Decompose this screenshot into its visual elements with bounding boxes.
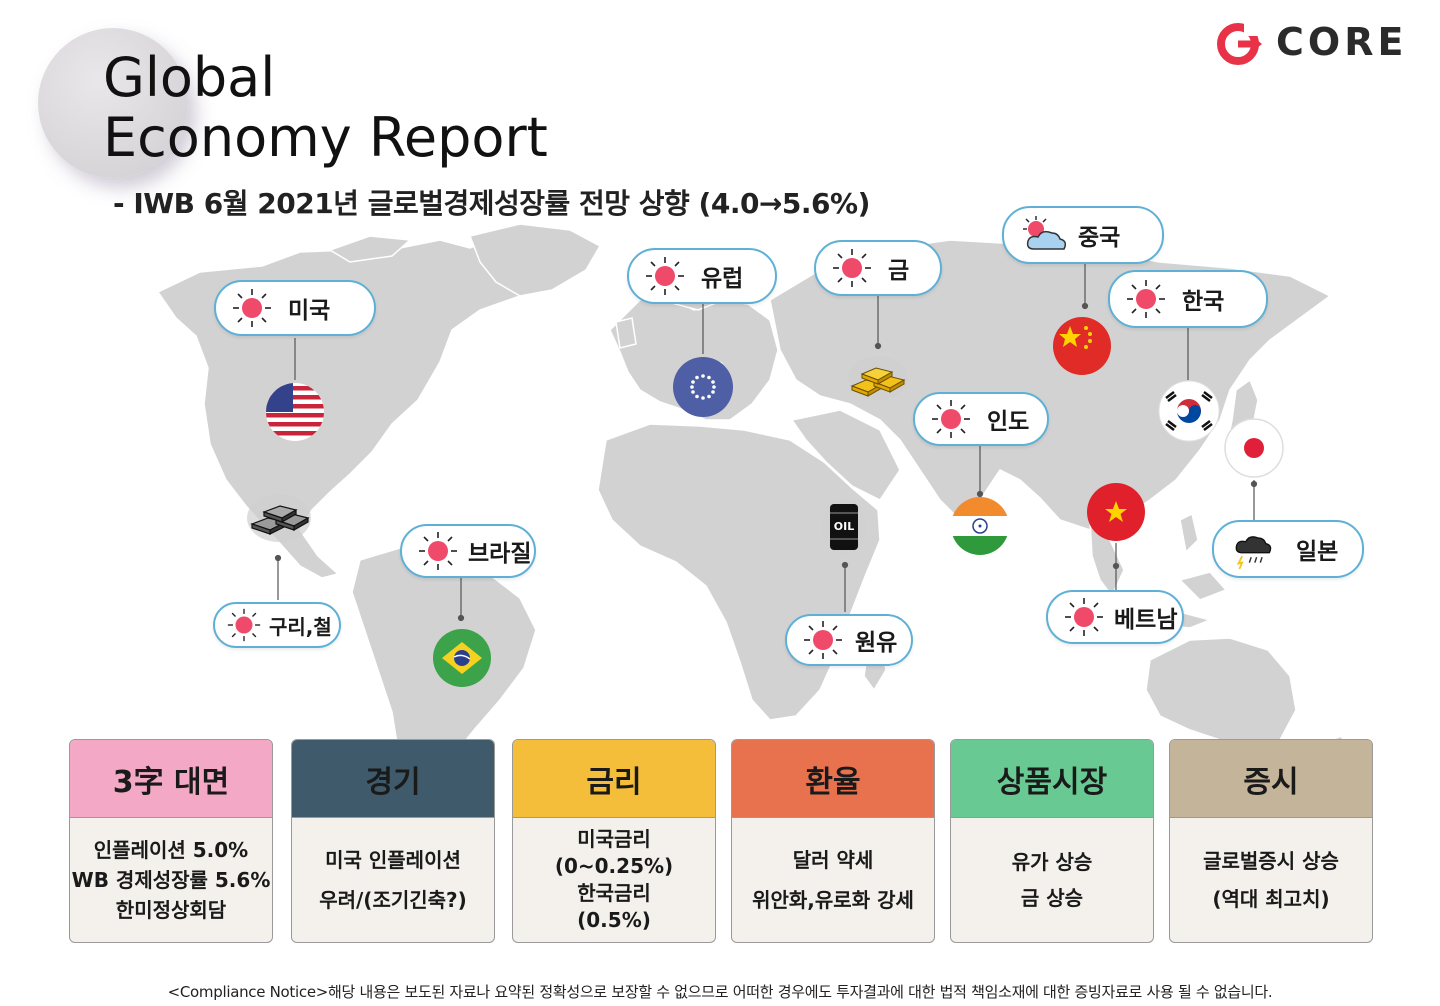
oil-barrel-label: OIL [834,520,854,533]
marker-brazil[interactable]: 브라질 [400,524,536,578]
marker-korea[interactable]: 한국 [1108,270,1268,328]
card-body: 미국금리 (0~0.25%) 한국금리 (0.5%) [513,818,715,942]
card-title: 3字 대면 [70,740,272,818]
eu-flag-icon [673,356,733,417]
page-title: Global Economy Report [103,48,548,168]
japan-flag-icon [1224,418,1284,478]
card-line: 금 상승 [1020,886,1084,910]
card-title: 증시 [1170,740,1372,818]
marker-gold[interactable]: 금 [814,240,942,296]
card-line: 우려/(조기긴축?) [319,888,467,912]
card-line: 인플레이션 5.0% [93,838,249,862]
card-title: 경기 [292,740,494,818]
card-title: 금리 [513,740,715,818]
partly-cloudy-icon [1023,216,1067,250]
title-line-2: Economy Report [103,106,548,169]
card-line: 글로벌증시 상승 [1203,849,1339,873]
india-flag-icon [951,497,1009,555]
sun-icon [804,621,842,659]
card-line: 한국금리 [577,881,651,905]
card-line: (0~0.25%) [554,854,674,878]
sun-icon [833,249,871,287]
metal-bars-icon [247,494,311,542]
marker-label-copper: 구리,철 [269,614,332,639]
card-line: (역대 최고치) [1212,887,1330,911]
marker-label-brazil: 브라질 [468,541,532,567]
card-body: 미국 인플레이션 우려/(조기긴축?) [292,818,494,942]
marker-label-korea: 한국 [1182,289,1225,315]
logo-text: CORE [1276,20,1408,64]
sun-icon [1127,280,1165,318]
marker-label-gold: 금 [888,258,910,284]
card-line: 미국 인플레이션 [325,848,461,872]
usa-flag-icon [266,383,324,441]
marker-label-usa: 미국 [288,298,331,324]
marker-label-japan: 일본 [1296,539,1339,565]
marker-india[interactable]: 인도 [913,392,1049,446]
title-line-1: Global [103,46,276,109]
marker-label-europe: 유럽 [701,266,744,292]
core-logo-icon [1217,22,1262,65]
thunderstorm-icon [1235,536,1272,569]
card-line: 달러 약세 [792,848,874,872]
sun-icon [932,400,970,438]
vietnam-flag-icon [1087,483,1145,541]
marker-oil[interactable]: 원유 [785,614,913,666]
brazil-flag-icon [433,629,491,687]
card-title: 환율 [732,740,934,818]
marker-europe[interactable]: 유럽 [627,248,777,304]
sun-icon [233,289,271,327]
marker-usa[interactable]: 미국 [214,280,376,336]
marker-label-vietnam: 베트남 [1114,607,1178,633]
page-subtitle: - IWB 6월 2021년 글로벌경제성장률 전망 상향 (4.0→5.6%) [113,187,870,220]
card-economy: 경기 미국 인플레이션 우려/(조기긴축?) [291,739,495,943]
card-stock-market: 증시 글로벌증시 상승 (역대 최고치) [1169,739,1373,943]
marker-label-oil: 원유 [855,630,898,656]
card-body: 유가 상승 금 상승 [951,818,1153,942]
card-line: (0.5%) [577,908,651,932]
sun-icon [419,532,457,570]
marker-copper[interactable]: 구리,철 [213,602,341,648]
greenland-shape [468,223,602,297]
card-line: 미국금리 [577,827,651,851]
card-line: 한미정상회담 [115,898,227,922]
korea-flag-icon [1158,380,1220,442]
card-commodity: 상품시장 유가 상승 금 상승 [950,739,1154,943]
card-interest-rate: 금리 미국금리 (0~0.25%) 한국금리 (0.5%) [512,739,716,943]
marker-label-china: 중국 [1078,225,1121,251]
decorative-circle [38,28,188,178]
card-line: 위안화,유로화 강세 [752,888,914,912]
card-body: 글로벌증시 상승 (역대 최고치) [1170,818,1372,942]
gold-bars-icon [848,356,908,400]
china-flag-icon [1053,317,1111,375]
card-body: 인플레이션 5.0% WB 경제성장률 5.6% 한미정상회담 [70,818,272,942]
marker-vietnam[interactable]: 베트남 [1046,590,1184,644]
sun-icon [1065,598,1103,636]
marker-japan[interactable]: 일본 [1212,520,1364,578]
marker-china[interactable]: 중국 [1002,206,1164,264]
compliance-notice: <Compliance Notice>해당 내용은 보도된 자료나 요약된 정확… [167,983,1273,1001]
card-line: WB 경제성장률 5.6% [71,868,271,892]
marker-label-india: 인도 [987,409,1030,435]
oil-barrel-icon: OIL [822,499,866,555]
sun-icon [227,608,261,642]
card-body: 달러 약세 위안화,유로화 강세 [732,818,934,942]
card-title: 상품시장 [951,740,1153,818]
card-line: 유가 상승 [1011,850,1093,874]
card-exchange-rate: 환율 달러 약세 위안화,유로화 강세 [731,739,935,943]
sun-icon [646,257,684,295]
card-3ja: 3字 대면 인플레이션 5.0% WB 경제성장률 5.6% 한미정상회담 [69,739,273,943]
